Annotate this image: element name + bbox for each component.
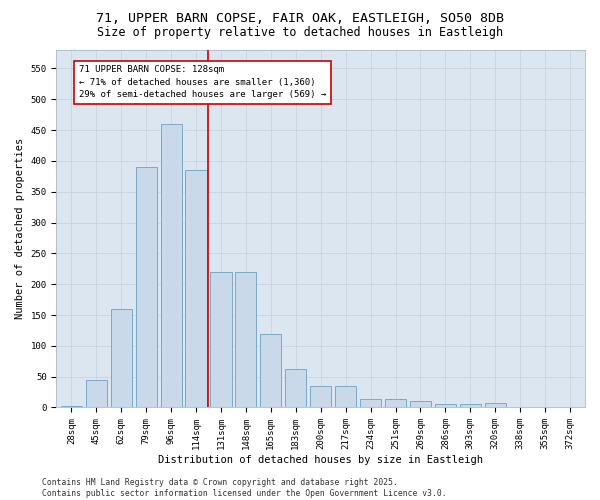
Bar (61, 406, 82, 407)
Bar (360, 400, 381, 407)
Bar (161, 124, 182, 408)
Text: Contains HM Land Registry data © Crown copyright and database right 2025.
Contai: Contains HM Land Registry data © Crown c… (42, 478, 446, 498)
Bar (435, 404, 456, 407)
Bar (235, 272, 256, 407)
Bar (136, 167, 157, 408)
Text: 71 UPPER BARN COPSE: 128sqm
← 71% of detached houses are smaller (1,360)
29% of : 71 UPPER BARN COPSE: 128sqm ← 71% of det… (79, 66, 326, 100)
Text: Size of property relative to detached houses in Eastleigh: Size of property relative to detached ho… (97, 26, 503, 39)
Bar (310, 386, 331, 407)
Bar (285, 368, 307, 408)
Y-axis label: Number of detached properties: Number of detached properties (15, 138, 25, 320)
Bar (110, 309, 132, 408)
Bar (260, 334, 281, 407)
X-axis label: Distribution of detached houses by size in Eastleigh: Distribution of detached houses by size … (158, 455, 483, 465)
Bar (410, 402, 431, 407)
Bar (335, 386, 356, 407)
Text: 71, UPPER BARN COPSE, FAIR OAK, EASTLEIGH, SO50 8DB: 71, UPPER BARN COPSE, FAIR OAK, EASTLEIG… (96, 12, 504, 26)
Bar (211, 272, 232, 407)
Bar (86, 380, 107, 407)
Bar (385, 400, 406, 407)
Bar (185, 170, 206, 408)
Bar (460, 404, 481, 407)
Bar (485, 402, 506, 407)
